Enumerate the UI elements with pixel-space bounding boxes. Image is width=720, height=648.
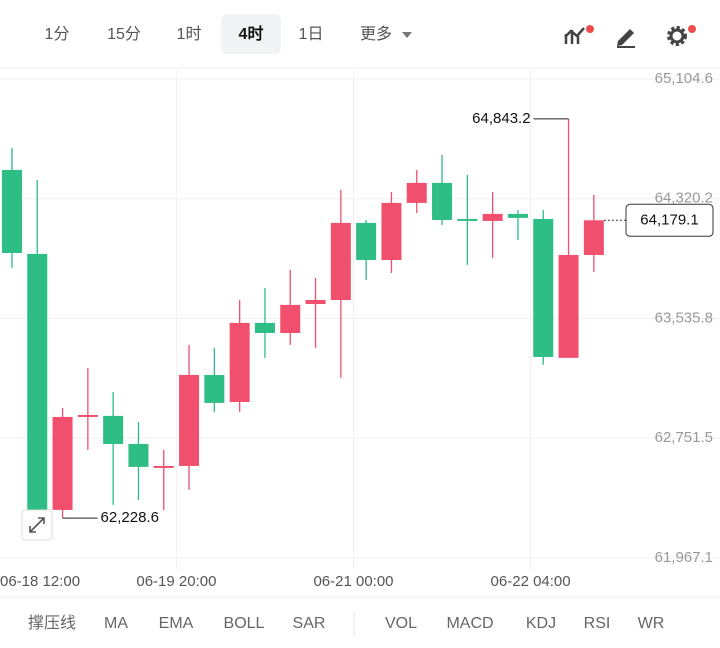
- indicator-tab[interactable]: WR: [638, 615, 665, 632]
- interval-bar: 1分 15分 1时 4时 1日 更多: [45, 14, 696, 54]
- interval-tab[interactable]: 15分: [107, 25, 141, 43]
- interval-tab-active[interactable]: 4时: [239, 25, 264, 43]
- marker-label: 64,843.2: [472, 110, 530, 127]
- interval-tab[interactable]: 1时: [177, 25, 202, 43]
- y-tick-label: 63,535.8: [655, 309, 713, 326]
- settings-icon[interactable]: [667, 25, 696, 46]
- more-button[interactable]: 更多: [360, 25, 392, 43]
- interval-tab[interactable]: 1分: [45, 25, 70, 43]
- candle-body: [330, 222, 351, 301]
- candle-body: [305, 300, 326, 304]
- candle-body: [204, 374, 225, 403]
- candle-body: [533, 218, 554, 357]
- x-tick-label: 06-21 00:00: [313, 573, 393, 590]
- y-tick-label: 64,320.2: [655, 190, 713, 207]
- candle-body: [254, 322, 275, 333]
- plot-area: 06-18 12:00 06-19 20:00 06-21 00:00 06-22 0…: [0, 70, 720, 590]
- y-tick-label: 62,751.5: [655, 429, 713, 446]
- indicator-tab[interactable]: RSI: [584, 615, 611, 632]
- candle-body: [356, 222, 377, 261]
- candle-body: [179, 374, 200, 466]
- candle-body: [1, 169, 22, 253]
- candle-body: [103, 415, 124, 444]
- x-tick-label: 06-19 20:00: [136, 573, 216, 590]
- draw-icon[interactable]: [617, 29, 635, 48]
- indicator-tab[interactable]: SAR: [293, 615, 326, 632]
- indicator-tab[interactable]: MACD: [446, 615, 493, 632]
- x-tick-label: 06-18 12:00: [0, 573, 80, 590]
- candle-body: [457, 218, 478, 221]
- candle-body: [507, 213, 528, 218]
- candle-body: [381, 202, 402, 261]
- indicator-icon[interactable]: [564, 25, 594, 44]
- y-tick-label: 65,104.6: [655, 70, 713, 87]
- indicator-tab[interactable]: 撑压线: [28, 614, 76, 632]
- candle-body: [229, 322, 250, 402]
- candle-body: [558, 254, 579, 358]
- y-tick-label: 61,967.1: [655, 549, 713, 566]
- indicator-bar: 撑压线 MA EMA BOLL SAR VOL MACD KDJ RSI WR: [28, 614, 664, 632]
- indicator-tab[interactable]: BOLL: [224, 615, 265, 632]
- last-price-box: [625, 203, 714, 237]
- indicator-tab[interactable]: MA: [104, 615, 128, 632]
- candle-body: [280, 304, 301, 333]
- candle-body: [482, 213, 503, 221]
- candle-body: [406, 182, 427, 203]
- last-price-label: 64,179.1: [640, 211, 698, 228]
- candle-body: [432, 182, 453, 221]
- indicator-tab[interactable]: VOL: [385, 615, 417, 632]
- marker-label: 62,228.6: [101, 509, 159, 526]
- dropdown-caret: [402, 32, 412, 38]
- candle-body: [27, 253, 48, 510]
- candle-body: [128, 443, 149, 467]
- indicator-tab[interactable]: KDJ: [526, 615, 556, 632]
- candle-body: [153, 465, 174, 468]
- candle-body: [52, 416, 73, 510]
- candle-body: [583, 220, 604, 255]
- indicator-tab[interactable]: EMA: [159, 615, 194, 632]
- expand-button[interactable]: [21, 509, 53, 541]
- interval-tab[interactable]: 1日: [299, 26, 324, 43]
- candle-body: [77, 414, 98, 417]
- selected-tab-bg: [221, 14, 281, 54]
- x-tick-label: 06-22 04:00: [491, 573, 571, 590]
